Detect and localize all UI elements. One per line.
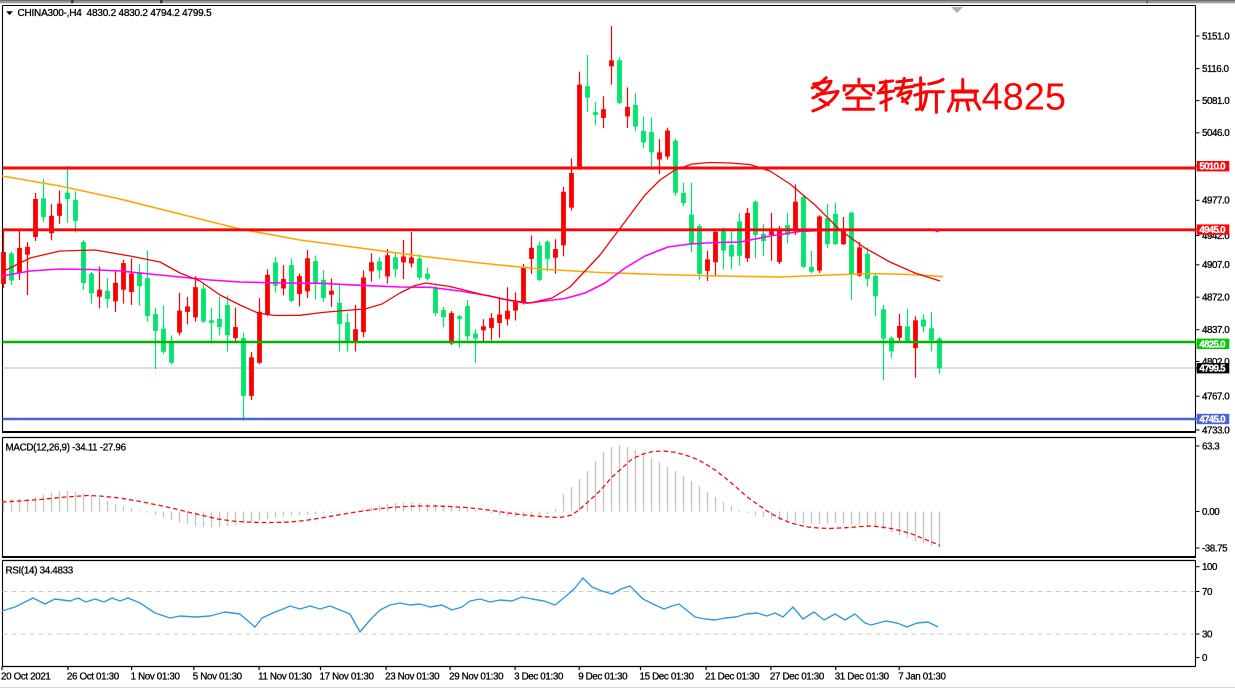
svg-text:4977.0: 4977.0	[1202, 196, 1230, 207]
svg-text:27 Dec 01:30: 27 Dec 01:30	[770, 672, 825, 683]
svg-text:9 Dec 01:30: 9 Dec 01:30	[578, 672, 628, 683]
svg-text:63.3: 63.3	[1202, 441, 1220, 452]
svg-text:1 Nov 01:30: 1 Nov 01:30	[131, 672, 181, 683]
svg-text:5151.0: 5151.0	[1202, 31, 1230, 42]
svg-text:4802.0: 4802.0	[1202, 357, 1230, 368]
svg-text:4767.0: 4767.0	[1202, 392, 1230, 403]
svg-text:0: 0	[1202, 653, 1208, 664]
svg-text:5046.0: 5046.0	[1202, 128, 1230, 139]
svg-text:4825: 4825	[982, 77, 1067, 119]
svg-text:5010.0: 5010.0	[1199, 162, 1226, 173]
svg-text:CHINA300-,H4 4830.2 4830.2 47: CHINA300-,H4 4830.2 4830.2 4794.2 4799.5	[18, 8, 213, 19]
svg-text:4745.0: 4745.0	[1199, 415, 1226, 426]
svg-text:-38.75: -38.75	[1202, 543, 1228, 554]
svg-text:0.00: 0.00	[1202, 507, 1220, 518]
svg-text:4825.0: 4825.0	[1199, 339, 1226, 350]
svg-text:3 Dec 01:30: 3 Dec 01:30	[514, 672, 564, 683]
svg-text:30: 30	[1202, 629, 1213, 640]
svg-text:4799.5: 4799.5	[1199, 364, 1226, 375]
svg-text:4872.0: 4872.0	[1202, 293, 1230, 304]
svg-text:26 Oct 01:30: 26 Oct 01:30	[67, 672, 120, 683]
svg-text:7 Jan 01:30: 7 Jan 01:30	[898, 672, 946, 683]
svg-text:4837.0: 4837.0	[1202, 325, 1230, 336]
svg-text:4942.0: 4942.0	[1202, 231, 1230, 242]
svg-text:21 Dec 01:30: 21 Dec 01:30	[705, 672, 760, 683]
svg-text:4733.0: 4733.0	[1202, 425, 1230, 436]
svg-text:RSI(14) 34.4833: RSI(14) 34.4833	[6, 566, 74, 577]
svg-text:15 Dec 01:30: 15 Dec 01:30	[640, 672, 695, 683]
svg-text:100: 100	[1202, 562, 1218, 573]
svg-text:11 Nov 01:30: 11 Nov 01:30	[258, 672, 312, 683]
svg-text:29 Nov 01:30: 29 Nov 01:30	[449, 672, 504, 683]
svg-text:MACD(12,26,9) -34.11 -27.96: MACD(12,26,9) -34.11 -27.96	[6, 443, 127, 454]
svg-text:5116.0: 5116.0	[1202, 64, 1230, 75]
svg-text:70: 70	[1202, 587, 1213, 598]
svg-text:5081.0: 5081.0	[1202, 96, 1230, 107]
svg-text:4907.0: 4907.0	[1202, 260, 1230, 271]
svg-text:20 Oct 2021: 20 Oct 2021	[1, 672, 51, 683]
svg-text:17 Nov 01:30: 17 Nov 01:30	[320, 672, 375, 683]
svg-text:4945.0: 4945.0	[1199, 225, 1226, 236]
svg-text:5 Nov 01:30: 5 Nov 01:30	[193, 672, 243, 683]
svg-text:31 Dec 01:30: 31 Dec 01:30	[835, 672, 890, 683]
svg-text:23 Nov 01:30: 23 Nov 01:30	[385, 672, 440, 683]
